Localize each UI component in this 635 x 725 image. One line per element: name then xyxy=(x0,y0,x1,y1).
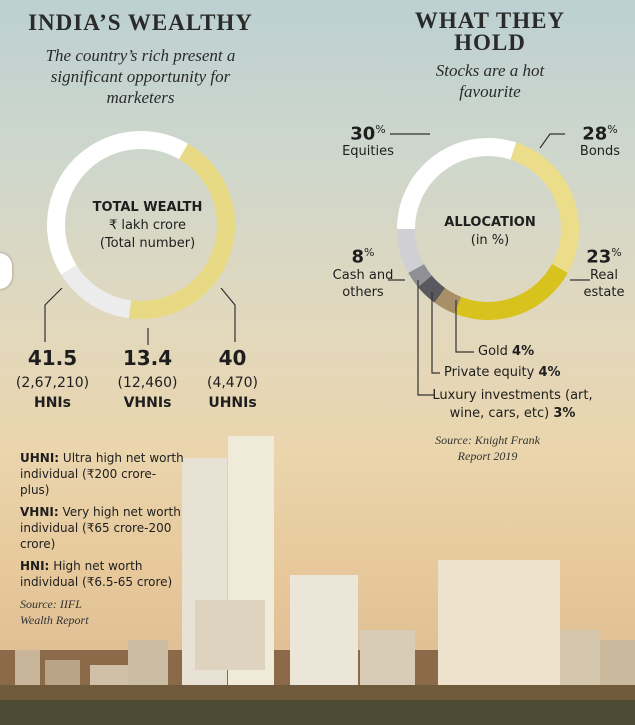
real-estate-label-block: 23% Real estate xyxy=(583,246,625,301)
hni-value-block: 41.5 (2,67,210) HNIs xyxy=(15,346,90,411)
uhni-value-block: 40 (4,470) UHNIs xyxy=(195,346,270,411)
total-wealth-unit: ₹ lakh crore xyxy=(108,218,187,233)
luxury-connector-line xyxy=(417,280,434,396)
equities-label-block: 30% Equities xyxy=(342,123,394,160)
legend-hni: HNI: High net worth individual (₹6.5-65 … xyxy=(20,559,173,589)
donut-segment-hnis xyxy=(128,143,235,319)
total-wealth-title: TOTAL WEALTH xyxy=(92,200,203,215)
donut-segment-vhnis xyxy=(61,264,132,319)
left-title: INDIA’S WEALTHY xyxy=(28,10,253,35)
uhni-label: UHNIs xyxy=(208,395,257,411)
vhni-label: VHNIs xyxy=(123,395,172,411)
donut-segment-gold xyxy=(434,287,462,314)
uhni-value: 40 xyxy=(218,346,247,370)
vhni-count: (12,460) xyxy=(117,375,178,391)
hni-count: (2,67,210) xyxy=(15,375,90,391)
donut-segment-equities xyxy=(397,138,517,230)
gold-connector-line xyxy=(455,300,474,353)
allocation-unit: (in %) xyxy=(470,233,510,248)
private-equity-label: Private equity 4% xyxy=(444,365,561,380)
left-donut-center: TOTAL WEALTH ₹ lakh crore (Total number) xyxy=(75,200,220,251)
gold-label: Gold 4% xyxy=(478,344,535,359)
hni-label: HNIs xyxy=(34,395,71,411)
left-subtitle: The country’s rich present a significant… xyxy=(45,46,236,107)
definitions-legend: UHNI: Ultra high net worth individual (₹… xyxy=(20,450,185,628)
legend-uhni: UHNI: Ultra high net worth individual (₹… xyxy=(20,451,184,497)
hni-value: 41.5 xyxy=(27,346,78,370)
uhni-count: (4,470) xyxy=(206,375,258,391)
bonds-label-block: 28% Bonds xyxy=(579,123,621,160)
vhni-value-block: 13.4 (12,460) VHNIs xyxy=(110,346,185,411)
donut-segment-uhnis xyxy=(47,131,188,275)
right-donut-center: ALLOCATION (in %) xyxy=(420,215,560,248)
uhni-connector-line xyxy=(220,287,236,342)
right-subtitle: Stocks are a hot favourite xyxy=(435,61,545,101)
donut-segment-luxury-investments-art-wine-cars-etc xyxy=(408,263,432,288)
luxury-label: Luxury investments (art, wine, cars, etc… xyxy=(432,388,593,421)
donut-segment-private-equity xyxy=(417,275,446,303)
legend-vhni: VHNI: Very high net worth individual (₹6… xyxy=(20,505,181,551)
donut-segment-bonds xyxy=(510,142,579,273)
donut-segment-real-estate xyxy=(454,263,568,320)
pe-connector-line xyxy=(431,292,440,374)
right-title: WHAT THEY HOLD xyxy=(414,8,566,55)
bonds-connector-line xyxy=(539,133,565,149)
scroll-handle[interactable] xyxy=(0,253,12,289)
total-wealth-note: (Total number) xyxy=(99,236,196,251)
vhni-value: 13.4 xyxy=(122,346,173,370)
donut-segment-cash-and-others xyxy=(397,228,425,273)
hni-connector-line xyxy=(44,287,63,342)
allocation-title: ALLOCATION xyxy=(444,215,536,230)
left-source: Source: IIFL Wealth Report xyxy=(20,597,89,627)
right-source: Source: Knight Frank Report 2019 xyxy=(435,433,540,463)
cash-label-block: 8% Cash and others xyxy=(332,246,394,301)
